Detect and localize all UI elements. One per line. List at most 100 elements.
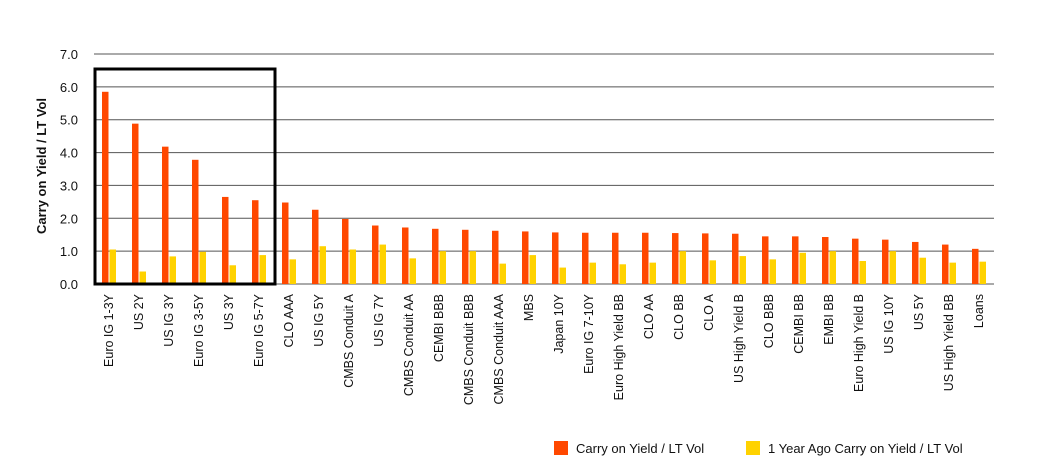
- x-category-label: US High Yield B: [732, 294, 746, 383]
- x-category-label: Euro IG 7-10Y: [582, 293, 596, 374]
- bar-carry: [792, 236, 799, 284]
- x-category-label: Euro High Yield BB: [612, 294, 626, 400]
- bar-1y-ago: [469, 251, 476, 284]
- bar-carry: [642, 232, 649, 284]
- x-category-label: CMBS Conduit AA: [402, 293, 416, 396]
- bar-1y-ago: [349, 249, 356, 284]
- bar-carry: [912, 241, 919, 284]
- bar-carry: [342, 218, 349, 284]
- x-category-label: Japan 10Y: [552, 293, 566, 353]
- bar-1y-ago: [199, 251, 206, 284]
- x-category-label: US High Yield BB: [942, 294, 956, 391]
- bar-1y-ago: [679, 251, 686, 284]
- legend-swatch-1y-ago: [746, 441, 760, 455]
- bar-1y-ago: [379, 244, 386, 284]
- bar-carry: [402, 227, 409, 284]
- x-category-label: CEMBI BBB: [432, 294, 446, 362]
- y-tick-label: 6.0: [60, 80, 78, 95]
- bar-carry: [822, 237, 829, 284]
- bar-carry: [372, 225, 379, 284]
- bar-1y-ago: [889, 251, 896, 284]
- bar-1y-ago: [949, 262, 956, 284]
- bar-carry: [942, 244, 949, 284]
- bar-1y-ago: [919, 257, 926, 284]
- bar-carry: [672, 233, 679, 284]
- bar-carry: [312, 209, 319, 284]
- bar-1y-ago: [529, 255, 536, 284]
- bar-carry: [252, 200, 259, 284]
- legend-label-1y-ago: 1 Year Ago Carry on Yield / LT Vol: [768, 441, 963, 456]
- bar-1y-ago: [829, 251, 836, 284]
- bar-carry: [102, 91, 109, 285]
- x-category-label: CEMBI BB: [792, 294, 806, 354]
- x-category-label: CLO AA: [642, 293, 656, 339]
- bar-1y-ago: [259, 255, 266, 284]
- bar-carry: [702, 233, 709, 284]
- y-tick-label: 0.0: [60, 277, 78, 292]
- bar-carry: [732, 233, 739, 284]
- bar-carry: [852, 238, 859, 284]
- legend-label-carry: Carry on Yield / LT Vol: [576, 441, 704, 456]
- y-tick-label: 2.0: [60, 211, 78, 226]
- x-category-label: US IG 10Y: [882, 293, 896, 353]
- x-category-label: Euro IG 3-5Y: [192, 293, 206, 367]
- bar-1y-ago: [649, 262, 656, 284]
- bar-carry: [882, 239, 889, 284]
- bar-carry: [432, 228, 439, 284]
- y-tick-label: 3.0: [60, 178, 78, 193]
- y-tick-label: 1.0: [60, 244, 78, 259]
- bar-carry: [552, 232, 559, 284]
- bar-1y-ago: [109, 249, 116, 284]
- x-category-label: Loans: [972, 294, 986, 328]
- x-category-label: Euro IG 1-3Y: [102, 293, 116, 367]
- x-category-label: Euro High Yield B: [852, 294, 866, 392]
- x-category-label: CLO AAA: [282, 293, 296, 347]
- x-category-label: US IG 3Y: [162, 293, 176, 346]
- bar-carry: [972, 248, 979, 284]
- bar-1y-ago: [229, 265, 236, 284]
- x-category-label: US 2Y: [132, 293, 146, 330]
- bar-1y-ago: [589, 262, 596, 284]
- bar-1y-ago: [979, 261, 986, 284]
- legend-swatch-carry: [554, 441, 568, 455]
- y-tick-label: 7.0: [60, 47, 78, 62]
- legend: Carry on Yield / LT Vol 1 Year Ago Carry…: [554, 441, 963, 456]
- bar-1y-ago: [799, 252, 806, 284]
- y-axis-label: Carry on Yield / LT Vol: [34, 98, 49, 234]
- y-axis-tick-labels: 0.0 1.0 2.0 3.0 4.0 5.0 6.0 7.0: [60, 47, 78, 292]
- x-category-label: US 5Y: [912, 293, 926, 330]
- x-category-label: CMBS Conduit A: [342, 293, 356, 387]
- x-category-label: US 3Y: [222, 293, 236, 330]
- bar-1y-ago: [439, 251, 446, 284]
- bar-carry: [522, 231, 529, 284]
- gridlines: [94, 53, 994, 285]
- y-tick-label: 4.0: [60, 146, 78, 161]
- bar-1y-ago: [319, 246, 326, 284]
- x-category-label: EMBI BB: [822, 294, 836, 345]
- bar-carry: [582, 232, 589, 284]
- bar-1y-ago: [169, 256, 176, 284]
- bar-carry: [192, 159, 199, 284]
- bar-1y-ago: [769, 259, 776, 284]
- bar-1y-ago: [289, 259, 296, 284]
- bar-1y-ago: [499, 263, 506, 284]
- x-category-label: CMBS Conduit AAA: [492, 293, 506, 404]
- y-tick-label: 5.0: [60, 113, 78, 128]
- x-category-label: CMBS Conduit BBB: [462, 294, 476, 405]
- bar-carry: [222, 196, 229, 284]
- x-axis-category-labels: Euro IG 1-3Y US 2Y US IG 3Y Euro IG 3-5Y US …: [102, 293, 986, 405]
- bar-1y-ago: [859, 261, 866, 284]
- bar-1y-ago: [409, 258, 416, 284]
- bar-carry: [132, 123, 139, 285]
- bar-1y-ago: [139, 271, 146, 284]
- bar-carry: [612, 232, 619, 284]
- bar-1y-ago: [619, 264, 626, 284]
- bar-1y-ago: [739, 256, 746, 284]
- bar-carry: [282, 202, 289, 284]
- x-category-label: US IG 5Y: [312, 293, 326, 346]
- highlight-box: [93, 67, 277, 286]
- x-category-label: MBS: [522, 294, 536, 321]
- bar-1y-ago: [709, 260, 716, 284]
